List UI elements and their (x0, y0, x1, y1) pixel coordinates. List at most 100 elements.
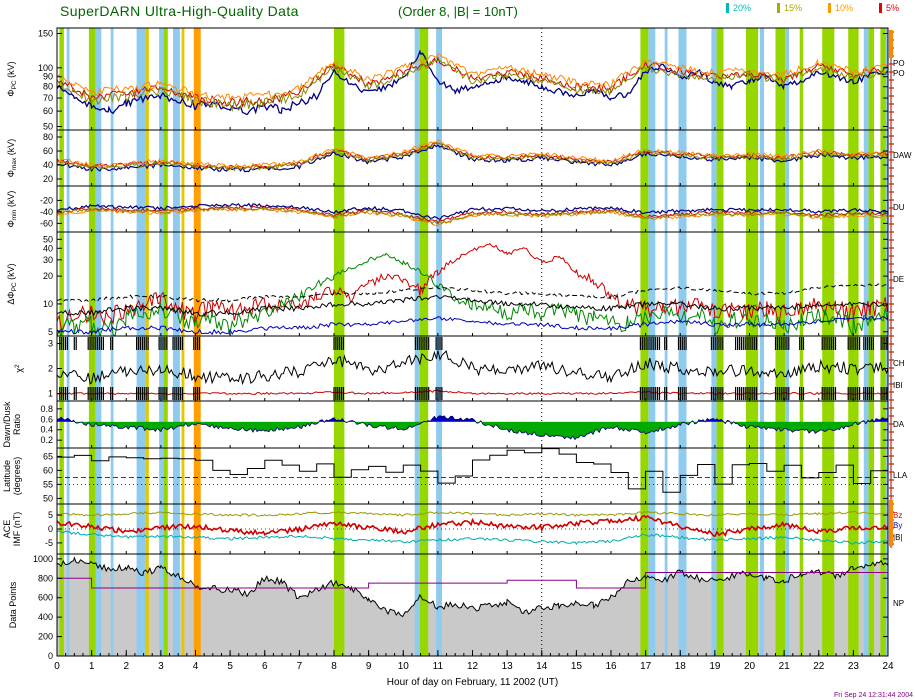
y-tick-label: 0.6 (40, 414, 53, 424)
y-tick-label: 200 (38, 632, 53, 642)
panel-dawn-dusk-ratio (57, 415, 888, 441)
y-tick-label: 1000 (33, 554, 53, 564)
y-tick-label: 0.4 (40, 425, 53, 435)
event-bands (59, 28, 888, 656)
series-n-radars-step (57, 572, 888, 589)
timestamp: Fri Sep 24 12:31:44 2004 (833, 692, 913, 699)
y-tick-label: 0 (48, 524, 53, 534)
panel-phi-max (57, 139, 888, 173)
y-axis-label: Φmin (kV) (6, 191, 18, 228)
y-tick-label: -5 (45, 538, 53, 548)
y-axis-label: ACE (2, 520, 12, 539)
series-imf-bz (57, 514, 888, 538)
y-tick-label: 60 (43, 106, 53, 116)
right-panel-label: DE (893, 275, 904, 284)
y-tick-label: 20 (43, 174, 53, 184)
right-panel-label: Bz (893, 511, 902, 520)
y-tick-label: 80 (43, 132, 53, 142)
x-tick-label: 8 (331, 661, 337, 672)
legend-item-10%: 10% (827, 3, 853, 13)
y-tick-label: 50 (43, 234, 53, 244)
x-tick-label: 15 (571, 661, 583, 672)
series-phimin-15pct (57, 205, 888, 225)
y-axis-label: ΦPC (kV) (6, 61, 18, 96)
right-panel-label: NP (893, 599, 904, 608)
x-tick-label: 3 (158, 661, 164, 672)
x-tick-label: 21 (779, 661, 791, 672)
x-tick-label: 23 (848, 661, 860, 672)
right-panel-label: CH (893, 359, 905, 368)
legend-label: 15% (783, 3, 802, 13)
x-tick-label: 13 (502, 661, 514, 672)
y-axis-label: IMF (nT) (12, 512, 22, 547)
x-tick-label: 6 (262, 661, 268, 672)
legend-label: 10% (834, 3, 853, 13)
series-imf-by (57, 530, 888, 546)
y-tick-label: 100 (38, 63, 53, 73)
series-pc-potential-15pct (57, 56, 888, 108)
x-tick-label: 4 (193, 661, 199, 672)
series-delta-median (57, 294, 888, 317)
y-tick-label: 800 (38, 573, 53, 583)
y-tick-label: 1 (48, 389, 53, 399)
right-panel-label: DAW (893, 151, 912, 160)
y-tick-label: 65 (43, 451, 53, 461)
y-tick-label: 10 (43, 299, 53, 309)
right-panel-label: DU (893, 203, 905, 212)
ratio-fill-dusk (57, 421, 888, 440)
series-lower-latitude-boundary (57, 448, 888, 493)
y-tick-label: 60 (43, 465, 53, 475)
y-tick-label: 600 (38, 593, 53, 603)
series-dawn-dusk-ratio (57, 415, 888, 441)
legend-item-5%: 5% (878, 3, 899, 13)
x-tick-label: 19 (709, 661, 721, 672)
legend-swatch-icon (776, 3, 780, 13)
x-tick-label: 14 (536, 661, 548, 672)
series-delta-upper-dashed (57, 283, 888, 303)
y-tick-label: 50 (43, 122, 53, 132)
panel-ace-imf (57, 510, 888, 546)
legend-item-20%: 20% (725, 3, 751, 13)
y-tick-label: -40 (40, 207, 53, 217)
panel-data-points (57, 556, 888, 618)
y-tick-label: 0.8 (40, 404, 53, 414)
right-panel-label: PO (893, 59, 905, 68)
right-panel-label: LLA (893, 471, 908, 480)
y-tick-label: 90 (43, 72, 53, 82)
x-tick-label: 2 (123, 661, 129, 672)
series-phimin-20pct (57, 202, 888, 221)
y-axis-label: ΔΦPC (kV) (6, 263, 18, 304)
series-pc-potential-5pct (57, 59, 888, 113)
right-event-strip (889, 30, 894, 548)
x-tick-label: 20 (744, 661, 756, 672)
x-tick-label: 16 (605, 661, 617, 672)
x-tick-label: 9 (366, 661, 372, 672)
x-tick-label: 0 (54, 661, 60, 672)
y-tick-label: 30 (43, 255, 53, 265)
x-tick-label: 7 (297, 661, 303, 672)
right-panel-label: IBI (893, 381, 903, 390)
y-tick-label: 70 (43, 93, 53, 103)
y-tick-label: 40 (43, 160, 53, 170)
series-chi2-fit (57, 350, 888, 386)
y-axis-label: (degrees) (12, 457, 22, 496)
legend-swatch-icon (878, 3, 882, 13)
legend-label: 20% (732, 3, 751, 13)
x-tick-label: 10 (398, 661, 410, 672)
series-imf-btotal (57, 510, 888, 517)
y-tick-label: 5 (48, 327, 53, 337)
figure-title: SuperDARN Ultra-High-Quality Data (60, 3, 299, 19)
y-tick-label: 0 (48, 651, 53, 661)
x-tick-label: 24 (882, 661, 894, 672)
panel-phi-min (57, 202, 888, 227)
y-tick-label: 60 (43, 146, 53, 156)
legend-label: 5% (885, 3, 899, 13)
right-panel-label: |B| (893, 533, 903, 542)
y-tick-label: 50 (43, 493, 53, 503)
y-tick-label: 2 (48, 364, 53, 374)
legend-item-15%: 15% (776, 3, 802, 13)
legend-swatch-icon (827, 3, 831, 13)
